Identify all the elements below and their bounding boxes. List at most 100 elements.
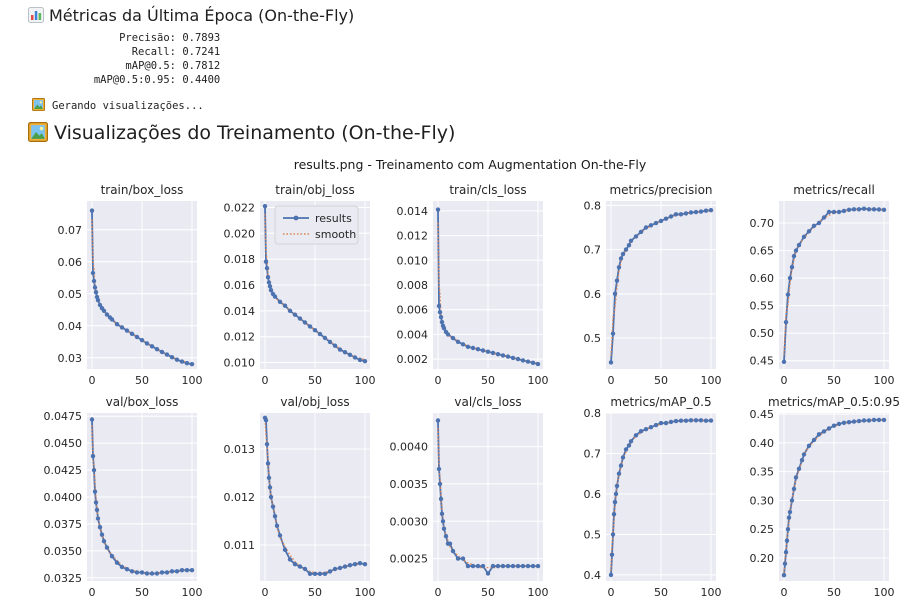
- results-point: [826, 426, 832, 431]
- results-point: [609, 552, 615, 557]
- results-point: [678, 212, 684, 217]
- results-point: [277, 299, 283, 304]
- results-point: [643, 427, 649, 432]
- results-point: [648, 425, 654, 430]
- results-point: [169, 355, 175, 360]
- metric-value: 0.7241: [182, 46, 221, 58]
- results-point: [876, 207, 882, 212]
- results-point: [266, 475, 272, 480]
- results-point: [447, 541, 453, 546]
- results-point: [90, 453, 96, 459]
- results-point: [264, 442, 270, 447]
- results-point: [97, 302, 103, 308]
- results-point: [159, 349, 165, 355]
- results-point: [611, 512, 617, 517]
- results-point: [520, 563, 526, 569]
- results-point: [638, 229, 644, 235]
- results-point: [658, 218, 664, 224]
- results-point: [626, 243, 632, 248]
- results-point: [811, 437, 817, 443]
- results-point: [688, 418, 694, 423]
- results-point: [851, 419, 857, 424]
- y-tick-label: 0.002: [397, 353, 429, 366]
- results-point: [816, 220, 822, 226]
- legend-results-label: results: [315, 212, 352, 225]
- picture-icon: [28, 122, 48, 142]
- results-point: [495, 563, 501, 569]
- metric-row: mAP@0.5:0.95: 0.4400: [50, 73, 220, 87]
- results-point: [846, 207, 852, 212]
- results-point: [268, 494, 274, 500]
- results-point: [302, 320, 308, 325]
- bar-chart-icon: [28, 7, 44, 23]
- results-point: [352, 355, 358, 360]
- y-tick-label: 0.012: [224, 331, 256, 344]
- results-point: [535, 361, 541, 367]
- results-point: [124, 567, 130, 572]
- results-point: [781, 359, 787, 364]
- y-tick-label: 0.20: [750, 552, 775, 565]
- panel-train-obj-loss: 0 50 100 0.010 0.012 0.014 0.016 0.018 0.020 0.02…: [224, 183, 376, 387]
- results-point: [332, 566, 338, 572]
- results-point: [510, 563, 516, 569]
- results-point: [806, 443, 812, 448]
- results-point: [362, 562, 368, 567]
- y-tick-label: 0.45: [750, 355, 775, 368]
- y-tick-label: 0.012: [397, 230, 429, 243]
- results-point: [811, 223, 817, 228]
- results-point: [109, 317, 115, 322]
- results-point: [663, 420, 669, 426]
- x-tick-label: 100: [528, 374, 549, 387]
- results-point: [91, 467, 97, 473]
- results-point: [164, 352, 170, 357]
- results-point: [490, 350, 496, 356]
- y-tick-label: 0.0030: [390, 515, 429, 528]
- results-point: [450, 335, 456, 341]
- results-point: [789, 264, 795, 270]
- results-point: [287, 557, 293, 562]
- results-point: [455, 339, 461, 344]
- results-point: [530, 360, 536, 365]
- results-point: [139, 338, 145, 343]
- smooth-series-line: [610, 210, 712, 356]
- results-point: [693, 418, 699, 423]
- y-tick-label: 0.0425: [44, 464, 83, 477]
- x-tick-label: 50: [481, 374, 495, 387]
- results-point: [505, 563, 511, 569]
- results-point: [881, 207, 887, 212]
- results-point: [104, 312, 110, 317]
- results-point: [114, 560, 120, 565]
- results-point: [92, 285, 98, 290]
- panel-metrics-map-0-5-0-95: 0 50 100 0.20 0.25 0.30 0.35 0.40 0.45metrics/mA…: [750, 395, 900, 599]
- results-point: [470, 345, 476, 351]
- panel-train-cls-loss: 0 50 100 0.002 0.004 0.006 0.008 0.010 0.012 0.01…: [397, 183, 549, 387]
- results-point: [708, 208, 714, 213]
- x-tick-label: 50: [827, 586, 841, 599]
- y-tick-label: 0.016: [224, 279, 256, 292]
- results-point: [169, 569, 175, 574]
- x-tick-label: 100: [528, 586, 549, 599]
- legend: results smooth: [274, 205, 359, 245]
- results-point: [93, 500, 99, 505]
- results-point: [101, 539, 107, 544]
- results-point: [876, 417, 882, 423]
- generating-text: Gerando visualizações...: [52, 100, 204, 112]
- metric-label: mAP@0.5:: [125, 60, 176, 72]
- results-point: [856, 418, 862, 424]
- results-point: [475, 563, 481, 569]
- results-point: [445, 332, 451, 337]
- results-point: [184, 568, 190, 573]
- results-point: [292, 562, 298, 567]
- results-point: [312, 571, 318, 576]
- results-point: [327, 569, 333, 574]
- results-point: [97, 525, 103, 530]
- results-point: [95, 516, 101, 521]
- x-tick-label: 50: [135, 374, 149, 387]
- panel-metrics-precision: 0 50 100 0.5 0.6 0.7 0.8 metrics/precision: [584, 183, 722, 387]
- results-point: [287, 308, 293, 313]
- results-point: [89, 208, 95, 213]
- results-point: [791, 253, 797, 259]
- results-point: [154, 571, 160, 576]
- results-point: [612, 291, 618, 296]
- results-point: [265, 275, 271, 280]
